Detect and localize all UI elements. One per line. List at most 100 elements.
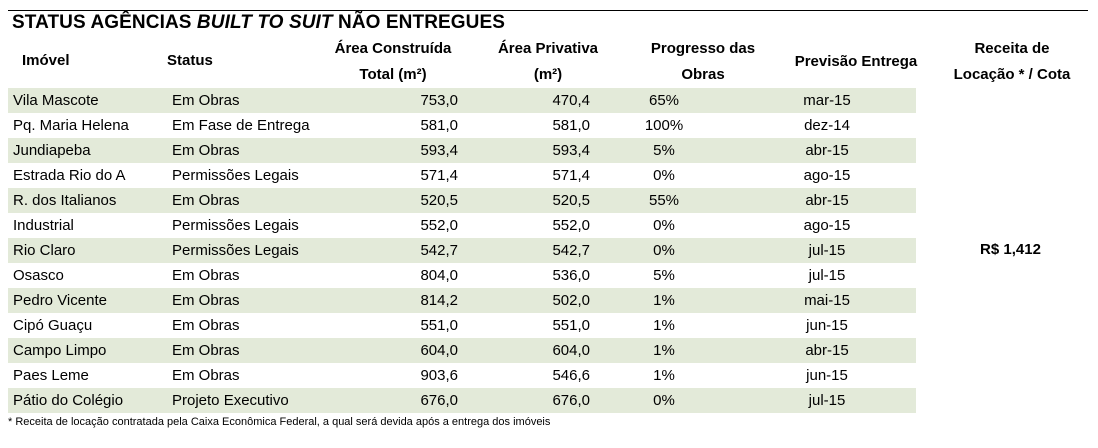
header-receita-line1: Receita de (974, 40, 1050, 57)
table-row: Pátio do Colégio Projeto Executivo 676,0 67… (8, 388, 916, 413)
cell-status: Em Obras (165, 363, 322, 388)
top-rule (8, 10, 1088, 11)
cell-area-construida: 753,0 (322, 88, 458, 113)
cell-area-construida: 571,4 (322, 163, 458, 188)
table-row: Cipó Guaçu Em Obras 551,0 551,0 1% jun-15 (8, 313, 916, 338)
cell-status: Projeto Executivo (165, 388, 322, 413)
cell-previsao: ago-15 (738, 213, 916, 238)
cell-imovel: Paes Leme (8, 363, 165, 388)
cell-status: Em Obras (165, 188, 322, 213)
cell-progresso: 0% (590, 213, 738, 238)
cell-area-privativa: 542,7 (458, 238, 590, 263)
status-table: Vila Mascote Em Obras 753,0 470,4 65% mar-15 P… (8, 88, 916, 413)
cell-previsao: mai-15 (738, 288, 916, 313)
cell-area-privativa: 552,0 (458, 213, 590, 238)
cell-status: Em Obras (165, 338, 322, 363)
cell-area-privativa: 502,0 (458, 288, 590, 313)
cell-imovel: R. dos Italianos (8, 188, 165, 213)
header-area-privativa-line1: Área Privativa (497, 40, 599, 57)
table-row: Paes Leme Em Obras 903,6 546,6 1% jun-15 (8, 363, 916, 388)
cell-progresso: 0% (590, 238, 738, 263)
cell-previsao: dez-14 (738, 113, 916, 138)
cell-area-construida: 593,4 (322, 138, 458, 163)
cell-imovel: Pq. Maria Helena (8, 113, 165, 138)
cell-progresso: 1% (590, 313, 738, 338)
cell-area-construida: 676,0 (322, 388, 458, 413)
table-row: Industrial Permissões Legais 552,0 552,0 0% a… (8, 213, 916, 238)
cell-progresso: 5% (590, 263, 738, 288)
cell-status: Permissões Legais (165, 213, 322, 238)
header-imovel: Imóvel (22, 52, 70, 69)
title-part2: BUILT TO SUIT (196, 12, 333, 33)
cell-status: Em Obras (165, 313, 322, 338)
table-row: Pedro Vicente Em Obras 814,2 502,0 1% mai-15 (8, 288, 916, 313)
table-row: Estrada Rio do A Permissões Legais 571,4 57… (8, 163, 916, 188)
cell-imovel: Cipó Guaçu (8, 313, 165, 338)
cell-previsao: abr-15 (738, 338, 916, 363)
cell-area-privativa: 536,0 (458, 263, 590, 288)
receita-value: R$ 1,412 (980, 241, 1041, 258)
title-part3: NÃO ENTREGUES (332, 12, 506, 33)
cell-status: Em Fase de Entrega (165, 113, 322, 138)
table-row: Campo Limpo Em Obras 604,0 604,0 1% abr-15 (8, 338, 916, 363)
title-part1: STATUS AGÊNCIAS (12, 12, 197, 33)
table-row: Vila Mascote Em Obras 753,0 470,4 65% mar-15 (8, 88, 916, 113)
cell-area-construida: 520,5 (322, 188, 458, 213)
cell-imovel: Rio Claro (8, 238, 165, 263)
receita-column (933, 88, 1088, 413)
cell-area-construida: 551,0 (322, 313, 458, 338)
cell-progresso: 65% (590, 88, 738, 113)
cell-progresso: 0% (590, 163, 738, 188)
cell-previsao: jun-15 (738, 313, 916, 338)
cell-status: Permissões Legais (165, 163, 322, 188)
header-progresso-line2: Obras (681, 66, 725, 83)
cell-status: Em Obras (165, 138, 322, 163)
cell-area-privativa: 676,0 (458, 388, 590, 413)
cell-area-privativa: 571,4 (458, 163, 590, 188)
cell-previsao: jul-15 (738, 238, 916, 263)
cell-previsao: abr-15 (738, 138, 916, 163)
header-receita: Receita de Locação * / Cota (932, 36, 1092, 88)
cell-area-privativa: 551,0 (458, 313, 590, 338)
cell-area-construida: 903,6 (322, 363, 458, 388)
table-row: Osasco Em Obras 804,0 536,0 5% jul-15 (8, 263, 916, 288)
footnote: * Receita de locação contratada pela Cai… (8, 416, 551, 428)
table-row: Jundiapeba Em Obras 593,4 593,4 5% abr-15 (8, 138, 916, 163)
cell-previsao: abr-15 (738, 188, 916, 213)
cell-area-construida: 604,0 (322, 338, 458, 363)
cell-progresso: 0% (590, 388, 738, 413)
table-row: Rio Claro Permissões Legais 542,7 542,7 0% ju… (8, 238, 916, 263)
cell-area-construida: 581,0 (322, 113, 458, 138)
cell-progresso: 5% (590, 138, 738, 163)
header-area-construida-line1: Área Construída (334, 40, 452, 57)
header-progresso: Progresso das Obras (628, 36, 778, 88)
cell-imovel: Estrada Rio do A (8, 163, 165, 188)
cell-area-privativa: 593,4 (458, 138, 590, 163)
cell-area-privativa: 520,5 (458, 188, 590, 213)
cell-imovel: Campo Limpo (8, 338, 165, 363)
cell-area-privativa: 604,0 (458, 338, 590, 363)
header-area-construida: Área Construída Total (m²) (318, 36, 468, 88)
header-area-privativa: Área Privativa (m²) (478, 36, 618, 88)
cell-area-construida: 804,0 (322, 263, 458, 288)
table-row: Pq. Maria Helena Em Fase de Entrega 581,0 5… (8, 113, 916, 138)
page-title: STATUS AGÊNCIAS BUILT TO SUIT NÃO ENTREG… (12, 12, 505, 34)
cell-status: Em Obras (165, 288, 322, 313)
header-progresso-line1: Progresso das (650, 40, 756, 57)
cell-progresso: 1% (590, 363, 738, 388)
cell-previsao: jun-15 (738, 363, 916, 388)
cell-area-construida: 814,2 (322, 288, 458, 313)
cell-imovel: Osasco (8, 263, 165, 288)
cell-progresso: 1% (590, 288, 738, 313)
cell-area-privativa: 546,6 (458, 363, 590, 388)
cell-previsao: ago-15 (738, 163, 916, 188)
cell-previsao: jul-15 (738, 388, 916, 413)
header-receita-line2: Locação * / Cota (953, 66, 1071, 83)
cell-progresso: 1% (590, 338, 738, 363)
cell-area-privativa: 470,4 (458, 88, 590, 113)
cell-progresso: 55% (590, 188, 738, 213)
header-status: Status (167, 52, 213, 69)
table-row: R. dos Italianos Em Obras 520,5 520,5 55% abr… (8, 188, 916, 213)
cell-previsao: jul-15 (738, 263, 916, 288)
cell-imovel: Pedro Vicente (8, 288, 165, 313)
